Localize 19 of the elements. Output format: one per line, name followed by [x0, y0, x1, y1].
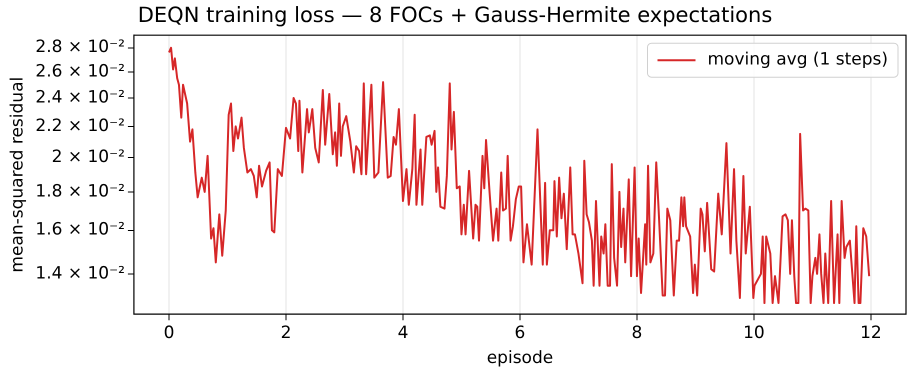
- x-tick-label: 4: [398, 322, 408, 343]
- chart-title: DEQN training loss — 8 FOCs + Gauss-Hermite expectations: [138, 3, 772, 28]
- x-tick-label: 0: [164, 322, 174, 343]
- x-tick-label: 6: [514, 322, 526, 343]
- y-axis-title: mean-squared residual: [8, 76, 28, 273]
- y-tick-label: 1.4 × 10⁻²: [35, 263, 125, 284]
- x-tick-label: 10: [743, 322, 765, 343]
- x-tick-label: 8: [632, 322, 642, 343]
- y-tick-label: 2.2 × 10⁻²: [35, 116, 125, 136]
- y-tick-label: 2.8 × 10⁻²: [35, 37, 125, 58]
- x-tick-label: 2: [280, 322, 292, 343]
- legend-label: moving avg (1 steps): [708, 50, 888, 70]
- y-tick-label: 2 × 10⁻²: [52, 146, 125, 167]
- x-tick-label: 12: [860, 322, 882, 343]
- y-tick-label: 1.8 × 10⁻²: [35, 181, 125, 202]
- x-axis-title: episode: [486, 348, 554, 368]
- y-tick-label: 2.4 × 10⁻²: [35, 87, 125, 108]
- y-tick-label: 2.6 × 10⁻²: [35, 61, 125, 82]
- y-tick-label: 1.6 × 10⁻²: [35, 220, 125, 240]
